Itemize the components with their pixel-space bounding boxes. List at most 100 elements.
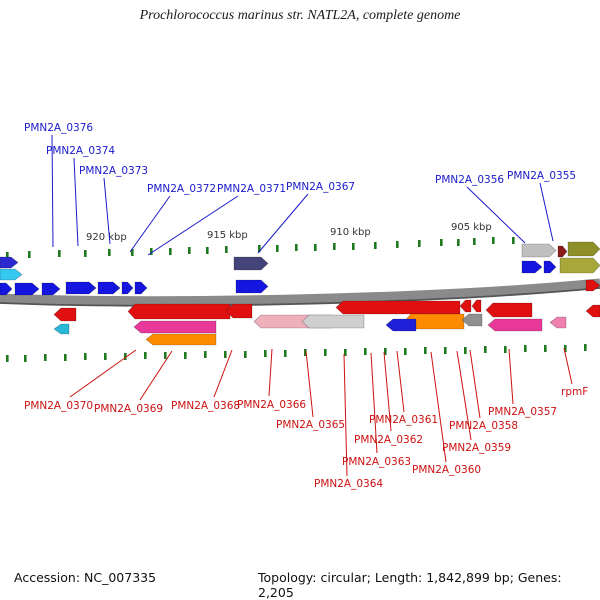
gene-arrow[interactable] [0, 268, 23, 281]
gene-arrow[interactable] [301, 314, 365, 329]
leader-line [139, 350, 173, 401]
page-title: Prochlorococcus marinus str. NATL2A, com… [139, 8, 461, 23]
gene-arrow[interactable] [0, 256, 19, 269]
feature-mark [276, 245, 279, 252]
gene-label-bottom[interactable]: PMN2A_0370 [24, 400, 94, 412]
gene-arrow[interactable] [134, 281, 148, 295]
gene-arrow[interactable] [585, 279, 600, 292]
gene-arrow[interactable] [557, 245, 568, 258]
leader-line [370, 352, 378, 454]
gene-label-bottom[interactable]: PMN2A_0364 [314, 478, 384, 490]
gene-label-bottom[interactable]: PMN2A_0361 [369, 414, 439, 426]
gene-label-bottom[interactable]: PMN2A_0368 [171, 400, 241, 412]
leader-line [213, 349, 233, 398]
gene-label-bottom[interactable]: PMN2A_0358 [449, 420, 519, 432]
gene-arrow[interactable] [133, 320, 217, 334]
feature-mark [225, 246, 228, 253]
feature-mark [28, 251, 31, 258]
axis-tick-label: 920 kbp [86, 232, 127, 243]
leader-line [147, 195, 239, 256]
gene-arrow[interactable] [521, 243, 557, 258]
gene-label-top[interactable]: PMN2A_0376 [24, 122, 94, 134]
gene-label-top[interactable]: PMN2A_0355 [507, 170, 577, 182]
gene-arrow[interactable] [41, 282, 61, 296]
gene-label-bottom[interactable]: PMN2A_0360 [412, 464, 482, 476]
feature-mark [424, 347, 427, 354]
gene-label-top[interactable]: PMN2A_0372 [147, 183, 217, 195]
gene-label-bottom[interactable]: PMN2A_0362 [354, 434, 424, 446]
feature-mark [457, 239, 460, 246]
gene-label-top[interactable]: PMN2A_0367 [286, 181, 356, 193]
feature-mark [150, 248, 153, 255]
gene-arrow[interactable] [485, 302, 533, 318]
feature-mark [464, 347, 467, 354]
gene-arrow[interactable] [235, 279, 269, 294]
gene-label-bottom[interactable]: PMN2A_0359 [442, 442, 512, 454]
feature-mark [284, 350, 287, 357]
leader-line [103, 177, 111, 245]
feature-mark [24, 355, 27, 362]
gene-arrow[interactable] [559, 257, 600, 274]
leader-line [51, 134, 54, 248]
feature-mark [204, 351, 207, 358]
gene-label-top[interactable]: PMN2A_0371 [217, 183, 287, 195]
feature-mark [64, 354, 67, 361]
gene-arrow[interactable] [585, 304, 600, 318]
feature-mark [352, 243, 355, 250]
feature-mark [374, 242, 377, 249]
gene-arrow[interactable] [549, 316, 567, 329]
genome-backbone-edge [0, 287, 600, 307]
axis-tick-label: 905 kbp [451, 222, 492, 233]
leader-line [456, 350, 472, 441]
gene-arrow[interactable] [53, 307, 77, 322]
feature-mark [244, 351, 247, 358]
gene-arrow[interactable] [97, 281, 121, 295]
gene-label-bottom[interactable]: PMN2A_0357 [488, 406, 558, 418]
gene-label-top[interactable]: PMN2A_0356 [435, 174, 505, 186]
gene-arrow[interactable] [53, 323, 70, 335]
gene-arrow[interactable] [459, 299, 472, 313]
gene-arrow[interactable] [521, 260, 543, 274]
gene-label-bottom[interactable]: PMN2A_0365 [276, 419, 346, 431]
feature-mark [295, 244, 298, 251]
gene-label-bottom[interactable]: rpmF [561, 386, 589, 398]
gene-arrow[interactable] [461, 313, 483, 327]
gene-arrow[interactable] [65, 281, 97, 295]
gene-label-top[interactable]: PMN2A_0373 [79, 165, 149, 177]
feature-mark [564, 345, 567, 352]
feature-mark [384, 348, 387, 355]
feature-mark [104, 353, 107, 360]
feature-mark [224, 351, 227, 358]
gene-arrow[interactable] [145, 333, 217, 346]
feature-mark [84, 353, 87, 360]
gene-label-bottom[interactable]: PMN2A_0363 [342, 456, 412, 468]
feature-mark [544, 345, 547, 352]
gene-label-bottom[interactable]: PMN2A_0369 [94, 403, 164, 415]
gene-arrow[interactable] [385, 318, 417, 332]
gene-arrow[interactable] [487, 318, 543, 332]
gene-label-top[interactable]: PMN2A_0374 [46, 145, 116, 157]
gene-arrow[interactable] [0, 282, 13, 296]
feature-mark [184, 352, 187, 359]
leader-line [257, 193, 309, 254]
feature-mark [484, 346, 487, 353]
feature-mark [6, 355, 9, 362]
leader-line [469, 349, 481, 419]
gene-arrow[interactable] [471, 299, 482, 313]
gene-arrow[interactable] [543, 260, 557, 274]
gene-arrow[interactable] [233, 256, 269, 271]
gene-arrow[interactable] [127, 303, 231, 320]
gene-arrow[interactable] [14, 282, 40, 296]
leader-line [508, 348, 514, 405]
gene-arrow[interactable] [335, 300, 461, 315]
gene-arrow[interactable] [225, 303, 253, 319]
feature-mark [473, 238, 476, 245]
gene-arrow[interactable] [121, 281, 134, 295]
feature-mark [206, 247, 209, 254]
feature-mark [169, 248, 172, 255]
gene-arrow[interactable] [567, 241, 600, 257]
gene-label-bottom[interactable]: PMN2A_0366 [237, 399, 307, 411]
accession-text: Accession: NC_007335 [14, 570, 157, 585]
